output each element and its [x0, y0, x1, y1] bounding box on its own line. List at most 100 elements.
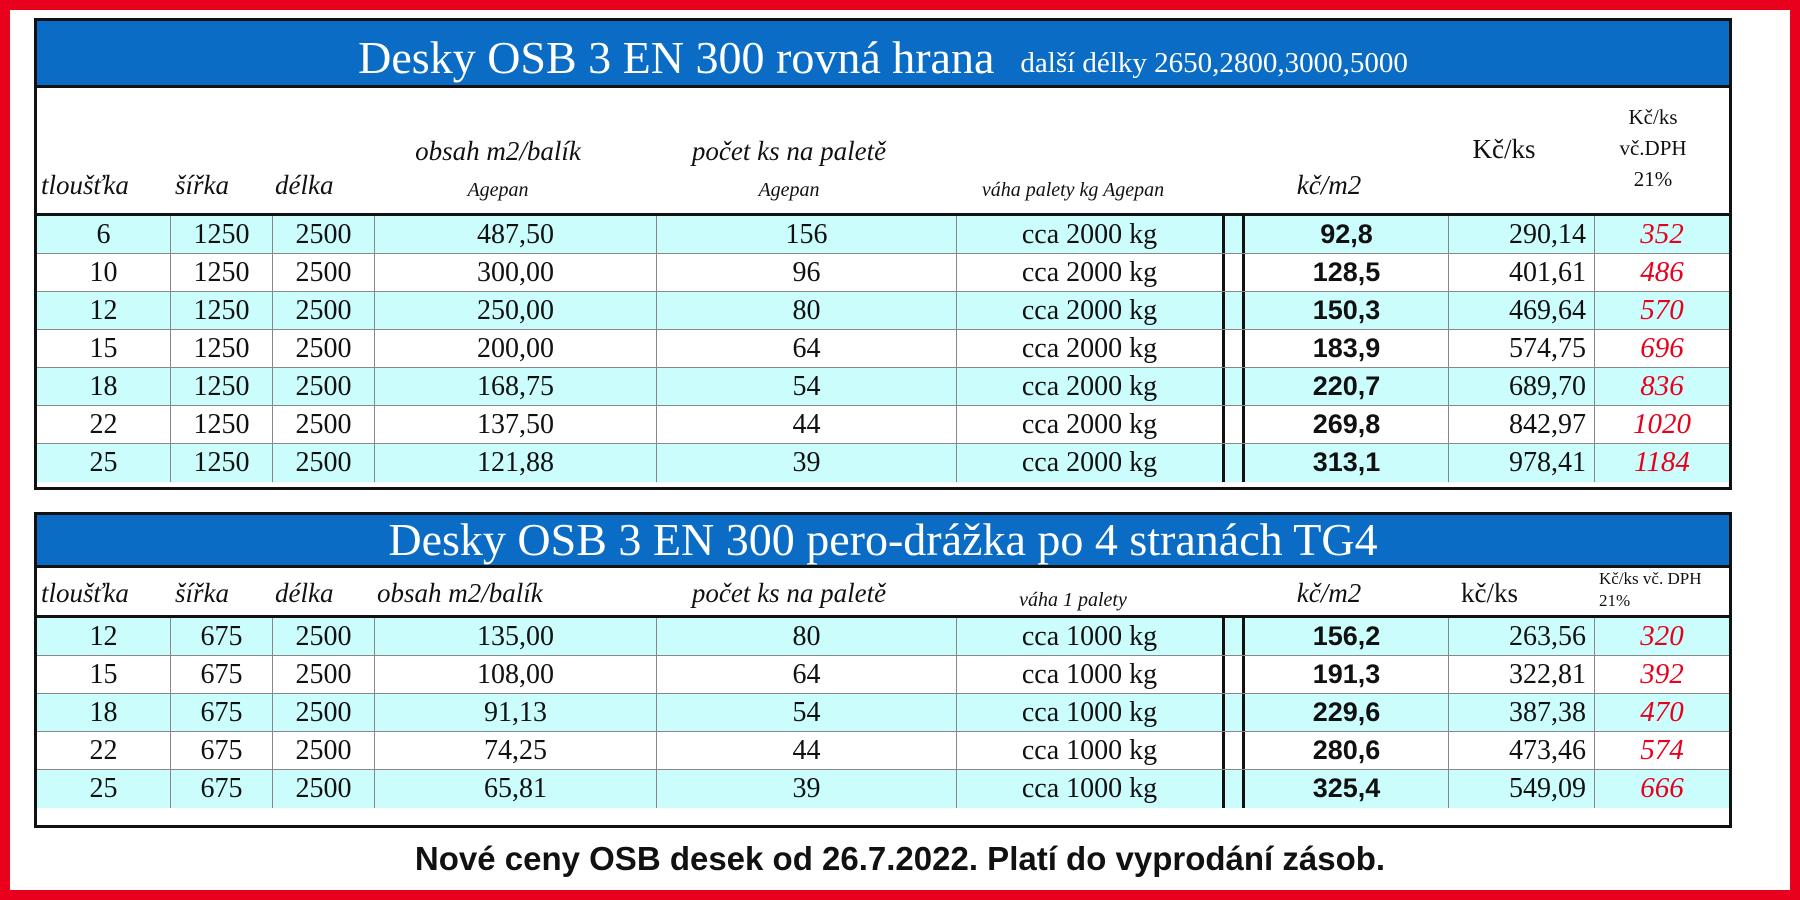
cell-price-m2: 229,6: [1245, 694, 1449, 731]
cell-price-m2: 313,1: [1245, 444, 1449, 482]
table-row: 22 1250 2500 137,50 44 cca 2000 kg 269,8…: [37, 406, 1729, 444]
cell-width: 675: [171, 770, 273, 808]
cell-length: 2500: [273, 330, 375, 367]
table-row: 12 1250 2500 250,00 80 cca 2000 kg 150,3…: [37, 292, 1729, 330]
header-price-pcs: kč/ks: [1461, 578, 1518, 608]
header-price-vat: Kč/ks vč. DPH 21%: [1599, 569, 1702, 610]
cell-width: 675: [171, 732, 273, 769]
cell-price-pcs: 549,09: [1449, 770, 1595, 808]
cell-width: 1250: [171, 368, 273, 405]
table-row: 25 1250 2500 121,88 39 cca 2000 kg 313,1…: [37, 444, 1729, 482]
cell-price-vat: 570: [1640, 294, 1684, 326]
cell-weight: cca 2000 kg: [957, 444, 1225, 482]
cell-length: 2500: [273, 618, 375, 655]
header-length: délka: [275, 170, 334, 200]
header-content: obsah m2/balík: [377, 578, 543, 608]
cell-price-pcs: 574,75: [1449, 330, 1595, 367]
cell-spacer: [1225, 732, 1245, 769]
cell-price-vat: 352: [1640, 218, 1684, 250]
price-table-straight-edge: Desky OSB 3 EN 300 rovná hrana další dél…: [34, 18, 1732, 490]
cell-weight: cca 1000 kg: [957, 618, 1225, 655]
cell-weight: cca 2000 kg: [957, 292, 1225, 329]
cell-thickness: 25: [37, 444, 171, 482]
table2-rows: 12 675 2500 135,00 80 cca 1000 kg 156,2 …: [37, 615, 1729, 808]
cell-price-vat: 320: [1640, 620, 1684, 652]
header-price-vat: Kč/ks vč.DPH 21%: [1619, 105, 1687, 191]
cell-width: 1250: [171, 254, 273, 291]
cell-thickness: 22: [37, 406, 171, 443]
cell-price-vat: 1184: [1634, 446, 1690, 478]
cell-price-pcs: 689,70: [1449, 368, 1595, 405]
cell-price-vat: 470: [1640, 696, 1684, 728]
cell-content: 74,25: [375, 732, 657, 769]
header-thickness: tloušťka: [41, 578, 129, 608]
cell-width: 675: [171, 656, 273, 693]
cell-length: 2500: [273, 216, 375, 253]
cell-price-pcs: 387,38: [1449, 694, 1595, 731]
cell-price-vat: 1020: [1633, 408, 1691, 440]
cell-price-vat: 486: [1640, 256, 1684, 288]
header-weight: váha palety kg Agepan: [981, 179, 1165, 201]
table-row: 18 1250 2500 168,75 54 cca 2000 kg 220,7…: [37, 368, 1729, 406]
cell-thickness: 22: [37, 732, 171, 769]
cell-price-pcs: 473,46: [1449, 732, 1595, 769]
table1-subtitle: další délky 2650,2800,3000,5000: [1020, 47, 1408, 80]
cell-length: 2500: [273, 656, 375, 693]
cell-price-m2: 183,9: [1245, 330, 1449, 367]
cell-price-pcs: 401,61: [1449, 254, 1595, 291]
cell-thickness: 10: [37, 254, 171, 291]
cell-price-pcs: 263,56: [1449, 618, 1595, 655]
table1-header: tloušťka šířka délka obsah m2/balík Agep…: [37, 88, 1729, 213]
cell-count: 64: [657, 656, 957, 693]
cell-price-vat: 836: [1640, 370, 1684, 402]
cell-content: 487,50: [375, 216, 657, 253]
table1-title: Desky OSB 3 EN 300 rovná hrana: [358, 32, 995, 83]
cell-weight: cca 2000 kg: [957, 330, 1225, 367]
header-count-sub: Agepan: [758, 179, 820, 201]
cell-price-m2: 220,7: [1245, 368, 1449, 405]
cell-width: 675: [171, 694, 273, 731]
table-row: 6 1250 2500 487,50 156 cca 2000 kg 92,8 …: [37, 216, 1729, 254]
table-row: 25 675 2500 65,81 39 cca 1000 kg 325,4 5…: [37, 770, 1729, 808]
cell-thickness: 18: [37, 368, 171, 405]
cell-spacer: [1225, 368, 1245, 405]
cell-price-m2: 280,6: [1245, 732, 1449, 769]
header-length: délka: [275, 578, 334, 608]
table-row: 22 675 2500 74,25 44 cca 1000 kg 280,6 4…: [37, 732, 1729, 770]
cell-length: 2500: [273, 368, 375, 405]
cell-thickness: 18: [37, 694, 171, 731]
cell-length: 2500: [273, 770, 375, 808]
cell-length: 2500: [273, 254, 375, 291]
cell-weight: cca 1000 kg: [957, 694, 1225, 731]
header-count: počet ks na paletě: [691, 136, 887, 166]
cell-weight: cca 1000 kg: [957, 656, 1225, 693]
cell-weight: cca 2000 kg: [957, 216, 1225, 253]
cell-thickness: 12: [37, 618, 171, 655]
cell-price-pcs: 842,97: [1449, 406, 1595, 443]
header-width: šířka: [175, 170, 229, 200]
cell-count: 44: [657, 406, 957, 443]
cell-content: 300,00: [375, 254, 657, 291]
cell-content: 137,50: [375, 406, 657, 443]
cell-count: 54: [657, 368, 957, 405]
cell-content: 168,75: [375, 368, 657, 405]
cell-spacer: [1225, 406, 1245, 443]
cell-count: 80: [657, 618, 957, 655]
cell-content: 121,88: [375, 444, 657, 482]
cell-thickness: 6: [37, 216, 171, 253]
cell-price-m2: 325,4: [1245, 770, 1449, 808]
cell-spacer: [1225, 770, 1245, 808]
cell-count: 96: [657, 254, 957, 291]
cell-length: 2500: [273, 444, 375, 482]
cell-price-pcs: 290,14: [1449, 216, 1595, 253]
header-price-m2: kč/m2: [1296, 578, 1362, 608]
header-price-m2: kč/m2: [1296, 170, 1362, 200]
header-content-sub: Agepan: [467, 179, 529, 201]
cell-price-m2: 191,3: [1245, 656, 1449, 693]
cell-count: 44: [657, 732, 957, 769]
cell-content: 91,13: [375, 694, 657, 731]
cell-width: 675: [171, 618, 273, 655]
cell-length: 2500: [273, 406, 375, 443]
cell-content: 65,81: [375, 770, 657, 808]
validity-note: Nové ceny OSB desek od 26.7.2022. Platí …: [414, 840, 1386, 877]
